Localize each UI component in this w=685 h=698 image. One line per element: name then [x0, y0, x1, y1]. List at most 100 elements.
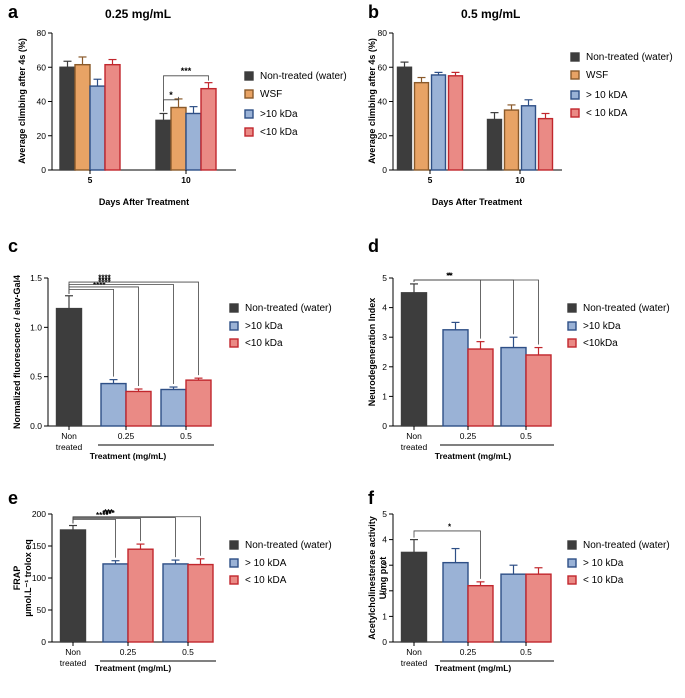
panel-f-y-label-unit: U/mg prot [378, 557, 388, 600]
panel-f-legend-swatch-blue [567, 558, 577, 568]
panel-f-legend-swatch-red [567, 575, 577, 585]
panel-c-sig-label: **** [93, 281, 106, 290]
panel-e-sig-bracket [72, 516, 201, 556]
panel-a-sig-label: *** [181, 66, 192, 76]
panel-b-bar-orange-5 [413, 81, 430, 171]
panel-d-y-tick-label: 2 [382, 362, 387, 372]
panel-a-bar-red-5 [104, 63, 121, 171]
panel-a-y-tick-label: 40 [37, 97, 47, 107]
panel-c-legend-label: Non-treated (water) [245, 303, 332, 314]
panel-e-legend-label: < 10 kDA [245, 575, 287, 586]
panel-c-x-tick-label: 0.5 [180, 431, 192, 441]
panel-e-legend-swatch-dark [229, 540, 239, 550]
panel-c-legend-label: >10 kDa [245, 321, 283, 332]
panel-d-sig-label: * [448, 272, 452, 281]
panel-b-legend-label: Non-treated (water) [586, 52, 673, 63]
panel-d-sig-label: ** [446, 272, 453, 281]
panel-d-bar-blue-0.25 [442, 329, 469, 427]
panel-e-bar-red-0.5 [187, 563, 214, 643]
panel-c-legend-label: <10 kDa [245, 338, 283, 349]
panel-a-legend-swatch-orange [244, 89, 254, 99]
panel-a-bar-dark-5 [59, 66, 76, 171]
panel-b-x-label: Days After Treatment [432, 197, 522, 207]
panel-e-sig-label: ** [105, 510, 112, 519]
panel-f-bar-red-0.25 [467, 584, 494, 643]
panel-b-y-tick-label: 20 [378, 131, 388, 141]
panel-e-bar-control [59, 529, 87, 643]
panel-b-x-tick-label: 5 [428, 175, 433, 185]
panel-a-bar-dark-10 [155, 119, 172, 171]
panel-c-bar-blue-0.25 [100, 382, 127, 427]
panel-a-y-label: Average climbing after 4s (%) [17, 38, 27, 164]
panel-b-title: 0.5 mg/mL [461, 7, 520, 21]
panel-c-y-tick-label: 0.0 [30, 421, 42, 431]
panel-b-legend-swatch-blue [570, 90, 580, 100]
panel-b-bar-orange-10 [503, 109, 520, 171]
panel-d-sig-bracket [413, 279, 539, 345]
panel-b-legend-label: < 10 kDA [586, 108, 628, 119]
panel-a-sig-bracket [163, 75, 209, 112]
panel-f-sig-bracket [413, 530, 481, 579]
panel-f-legend-label: > 10 kDa [583, 558, 624, 569]
panel-a-bar-blue-10 [185, 112, 202, 171]
panel-c-sig-label: **** [98, 276, 111, 285]
panel-a-x-label: Days After Treatment [99, 197, 189, 207]
panel-f-y-tick-label: 5 [382, 509, 387, 519]
panel-c-letter: c [8, 236, 18, 256]
panel-c-x-label: Treatment (mg/mL) [90, 451, 167, 461]
panel-f-bar-blue-0.5 [500, 573, 527, 643]
panel-f-bar-blue-0.25 [442, 561, 469, 643]
panel-c-bar-control [55, 307, 83, 427]
panel-c-sig-bracket [68, 281, 199, 376]
panel-a-legend-swatch-dark [244, 71, 254, 81]
panel-e-x-tick-label: Non [65, 647, 81, 657]
panel-a-y-tick-label: 60 [37, 62, 47, 72]
panel-a-y-tick-label: 20 [37, 131, 47, 141]
panel-e-sig-label: *** [104, 508, 114, 517]
panel-d-y-tick-label: 4 [382, 303, 387, 313]
panel-f-legend-label: Non-treated (water) [583, 540, 670, 551]
panel-d-y-tick-label: 5 [382, 273, 387, 283]
panel-d-legend-swatch-blue [567, 321, 577, 331]
panel-d-y-label: Neurodegeneration Index [367, 298, 377, 407]
panel-d-bar-red-0.5 [525, 354, 552, 427]
panel-f-y-tick-label: 0 [382, 637, 387, 647]
panel-f-y-tick-label: 1 [382, 611, 387, 621]
panel-e-bar-blue-0.25 [102, 563, 129, 643]
panel-f-y-tick-label: 2 [382, 586, 387, 596]
panel-b-bar-blue-10 [520, 105, 537, 171]
panel-a-legend-label: <10 kDa [260, 127, 298, 138]
panel-d-legend-label: <10kDa [583, 338, 618, 349]
panel-d-letter: d [368, 236, 379, 256]
panel-b-legend-swatch-red [570, 108, 580, 118]
panel-b-legend-swatch-orange [570, 70, 580, 80]
panel-a-x-tick-label: 5 [88, 175, 93, 185]
panel-d-x-tick-label: treated [401, 442, 428, 452]
panel-c-legend-swatch-dark [229, 303, 239, 313]
panel-c-legend-swatch-red [229, 338, 239, 348]
panel-d-bar-control [400, 292, 428, 427]
panel-d-bar-red-0.25 [467, 348, 494, 427]
panel-b-y-tick-label: 80 [378, 28, 388, 38]
panel-f-x-tick-label: treated [401, 658, 428, 668]
panel-e-sig-label: **** [96, 511, 109, 520]
panel-a-x-tick-label: 10 [181, 175, 191, 185]
panel-f-y-tick-label: 4 [382, 535, 387, 545]
panel-a-bar-orange-10 [170, 106, 187, 171]
panel-b-bar-dark-5 [396, 66, 413, 171]
panel-f-y-label: Acetylcholinesterase activity [367, 516, 377, 640]
panel-f-x-tick-label: 0.25 [460, 647, 477, 657]
panel-e-y-label-unit: µmol.L⁻¹ trolox eq [23, 539, 33, 616]
panel-e-y-tick-label: 100 [32, 573, 46, 583]
panel-d-x-label: Treatment (mg/mL) [435, 451, 512, 461]
panel-c-bar-red-0.25 [125, 390, 152, 427]
panel-e-x-tick-label: 0.25 [120, 647, 137, 657]
panel-c-sig-label: **** [98, 278, 111, 287]
panel-e-y-tick-label: 50 [37, 605, 47, 615]
panel-e-y-tick-label: 0 [41, 637, 46, 647]
panel-e-y-tick-label: 200 [32, 509, 46, 519]
panel-c-x-tick-label: 0.25 [118, 431, 135, 441]
panel-d-x-tick-label: 0.5 [520, 431, 532, 441]
panel-a-bar-blue-5 [89, 85, 106, 171]
